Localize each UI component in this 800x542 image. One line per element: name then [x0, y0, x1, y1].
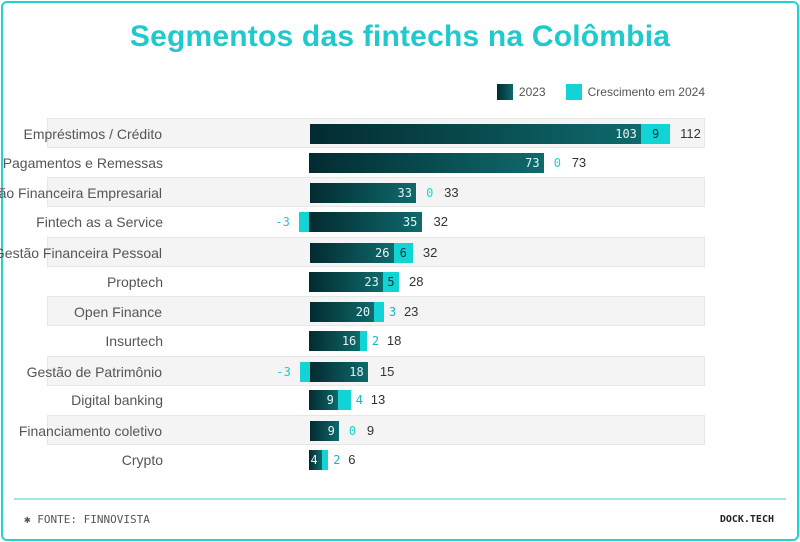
bar-growth	[299, 212, 309, 233]
label-growth: 5	[387, 274, 395, 289]
category-label: Pagamentos e Remessas	[2, 154, 163, 171]
label-2023: 18	[349, 364, 364, 379]
label-growth: 6	[399, 245, 407, 260]
footer-divider	[14, 498, 786, 500]
bar-2023	[309, 212, 422, 233]
label-total: 18	[386, 332, 402, 348]
bar-2023	[310, 183, 417, 204]
bar-growth	[360, 330, 367, 351]
label-growth: 0	[426, 186, 434, 201]
label-total: 32	[422, 244, 438, 260]
bar-growth	[374, 302, 384, 323]
label-2023: 35	[402, 215, 418, 230]
bar-growth	[393, 242, 413, 263]
bar-2023	[309, 152, 544, 173]
bar-2023	[310, 421, 339, 441]
label-2023: 9	[326, 393, 334, 408]
chart-row: Empréstimos / Crédito 103 9 112	[24, 118, 705, 148]
category-label: Open Finance	[74, 304, 162, 321]
label-2023: 9	[327, 424, 335, 438]
bar-2023	[310, 302, 375, 323]
category-label: Crypto	[121, 451, 163, 468]
label-total: 112	[680, 126, 701, 141]
category-label: Insurtech	[105, 332, 163, 349]
category-label: Empréstimos / Crédito	[23, 126, 162, 142]
category-label: Financiamento coletivo	[18, 423, 162, 439]
legend-swatch-2023	[496, 84, 513, 100]
label-total: 33	[444, 185, 459, 201]
bar-2023	[310, 361, 368, 382]
chart-row: Insurtech 16 2 18	[47, 326, 705, 356]
label-2023: 4	[310, 452, 318, 467]
chart-row: Crypto 4 2 6	[47, 445, 705, 475]
label-total: 23	[403, 304, 419, 320]
bar-2023	[309, 330, 361, 351]
category-label: Digital banking	[71, 392, 163, 409]
legend-swatch-growth	[565, 84, 582, 100]
asterisk-icon: ✱	[24, 513, 31, 526]
label-total: 6	[348, 451, 356, 467]
label-growth: 2	[333, 452, 341, 467]
label-growth: 4	[355, 393, 364, 408]
label-growth: -3	[276, 364, 291, 379]
bar-growth	[382, 271, 399, 292]
chart-row: Pagamentos e Remessas 73 0 73	[3, 148, 705, 178]
category-label: Gestão Financeira Empresarial	[0, 185, 162, 202]
label-growth: 3	[388, 305, 397, 320]
label-growth: 0	[553, 155, 561, 170]
legend-label-2023: 2023	[518, 85, 546, 99]
bar-2023	[310, 124, 642, 144]
label-growth: 2	[371, 333, 380, 348]
legend: 2023 Crescimento em 2024	[496, 84, 705, 100]
chart-row: Fintech as a Service 35 -3 32	[36, 207, 705, 237]
source-text: FONTE: FINNOVISTA	[37, 513, 150, 526]
bar-2023	[309, 271, 383, 292]
category-label: Proptech	[106, 273, 163, 290]
label-2023: 23	[364, 274, 379, 289]
chart-row: Open Finance 20 3 23	[47, 296, 705, 327]
chart-row: Financiamento coletivo 9 0 9	[19, 415, 705, 445]
label-total: 9	[366, 423, 375, 438]
chart-row: Gestão de Patrimônio 18 -3 15	[27, 355, 705, 386]
label-total: 32	[433, 214, 448, 230]
bar-2023	[310, 242, 394, 263]
chart-title: Segmentos das fintechs na Colômbia	[129, 20, 671, 53]
bar-growth	[300, 361, 310, 382]
label-growth: -3	[275, 215, 290, 230]
label-2023: 33	[397, 186, 412, 201]
chart-row: Gestão Financeira Pessoal 26 6 32	[0, 236, 705, 267]
label-2023: 20	[355, 305, 371, 320]
category-label: Gestão de Patrimônio	[26, 363, 162, 380]
brand-logo: DOCK.TECH	[719, 514, 774, 525]
label-2023: 103	[615, 127, 637, 141]
label-2023: 26	[374, 245, 390, 260]
bar-2023	[309, 449, 322, 470]
label-total: 13	[370, 392, 386, 408]
chart-row: Gestão Financeira Empresarial 33 0 33	[0, 177, 705, 208]
category-label: Gestão Financeira Pessoal	[0, 244, 162, 261]
label-growth: 0	[348, 424, 357, 438]
bar-growth	[321, 449, 329, 470]
chart-row: Digital banking 9 4 13	[47, 385, 705, 415]
label-growth: 9	[652, 127, 660, 141]
label-total: 15	[379, 363, 395, 379]
source-note: ✱ FONTE: FINNOVISTA	[24, 513, 150, 526]
label-total: 28	[409, 273, 424, 289]
bar-growth	[641, 124, 671, 144]
chart-row: Proptech 23 5 28	[47, 267, 705, 297]
legend-label-growth: Crescimento em 2024	[587, 85, 705, 99]
label-total: 73	[571, 154, 587, 170]
label-2023: 73	[525, 155, 540, 170]
label-2023: 16	[341, 333, 357, 348]
bar-growth	[337, 390, 351, 411]
bar-2023	[309, 390, 338, 411]
category-label: Fintech as a Service	[36, 214, 163, 231]
